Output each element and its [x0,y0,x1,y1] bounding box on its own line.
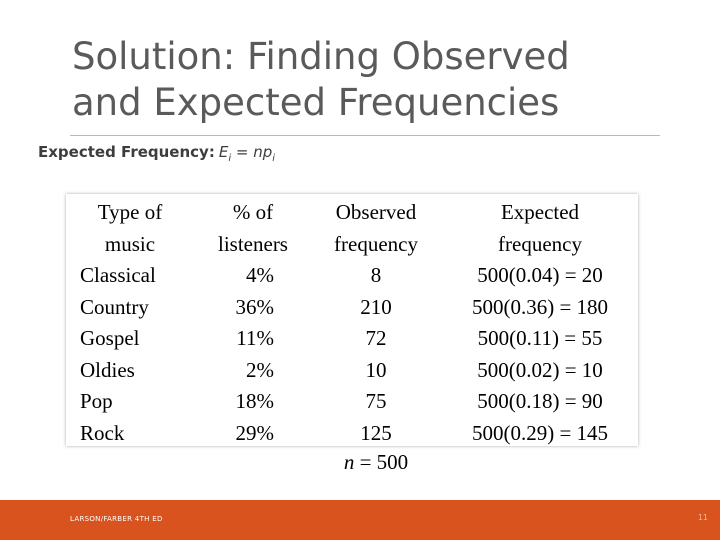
column-type-of-music: Type of music Classical Country Gospel O… [70,197,190,449]
cell-observed: 10 [365,357,387,382]
footer-credit: LARSON/FARBER 4TH ED [70,515,163,523]
expected-frequency-formula: Expected Frequency: Ei = npi [38,143,275,164]
formula-expression: Ei = npi [218,143,276,164]
cell-expected: 500(0.36) = 180 [471,294,609,319]
cell-expected: 500(0.29) = 145 [471,420,609,445]
formula-mid: = np [231,143,273,161]
cell-observed: 75 [365,389,387,413]
column-percent-listeners: % of listeners 4% 36% 11% 2% 18% 29% [205,197,301,449]
cell-observed: 210 [360,294,392,319]
title-divider [70,135,660,136]
cell-type: Gospel [80,326,140,350]
cell-pct: 11% [236,326,274,350]
cell-pct: 29% [235,420,275,445]
slide-title: Solution: Finding Observed and Expected … [72,34,672,126]
cell-type: Oldies [80,357,135,382]
sample-size-value: = 500 [354,450,409,474]
cell-type: Country [80,294,149,319]
cell-observed: 125 [360,420,392,445]
column-expected-frequency: Expected frequency 500(0.04) = 20 500(0.… [450,197,630,449]
slide-number: 11 [697,513,708,522]
cell-pct: 18% [235,389,275,413]
frequency-table-frame [66,194,638,446]
formula-rhs-subscript: i [272,153,276,164]
column-observed-frequency: Observed frequency 8 210 72 10 75 125 [316,197,436,449]
cell-expected: 500(0.18) = 90 [477,389,603,413]
header-type-line-1: Type of [97,200,163,224]
cell-expected: 500(0.11) = 55 [477,326,603,350]
header-expected-line-2: frequency [498,231,582,256]
footer-bar [0,500,720,540]
formula-lhs: E [218,143,229,161]
cell-type: Classical [80,263,156,287]
cell-expected: 500(0.04) = 20 [477,263,603,287]
header-expected-line-1: Expected [500,200,580,224]
header-observed-line-1: Observed [335,200,417,224]
cell-observed: 8 [370,263,382,287]
sample-size-total: n = 500 [316,450,436,475]
formula-label: Expected Frequency: [38,143,215,161]
title-line-1: Solution: Finding Observed [72,35,570,78]
cell-type: Pop [80,389,113,413]
title-line-2: and Expected Frequencies [72,81,560,124]
cell-type: Rock [80,420,125,445]
cell-pct: 2% [246,357,274,382]
cell-observed: 72 [365,326,387,350]
cell-expected: 500(0.02) = 10 [477,357,603,382]
header-type-line-2: music [104,231,156,256]
header-pct-line-2: listeners [218,231,288,256]
cell-pct: 36% [235,294,275,319]
formula-lhs-subscript: i [228,153,232,164]
cell-pct: 4% [246,263,274,287]
header-observed-line-2: frequency [334,231,418,256]
sample-size-symbol: n [343,450,355,474]
header-pct-line-1: % of [232,200,274,224]
